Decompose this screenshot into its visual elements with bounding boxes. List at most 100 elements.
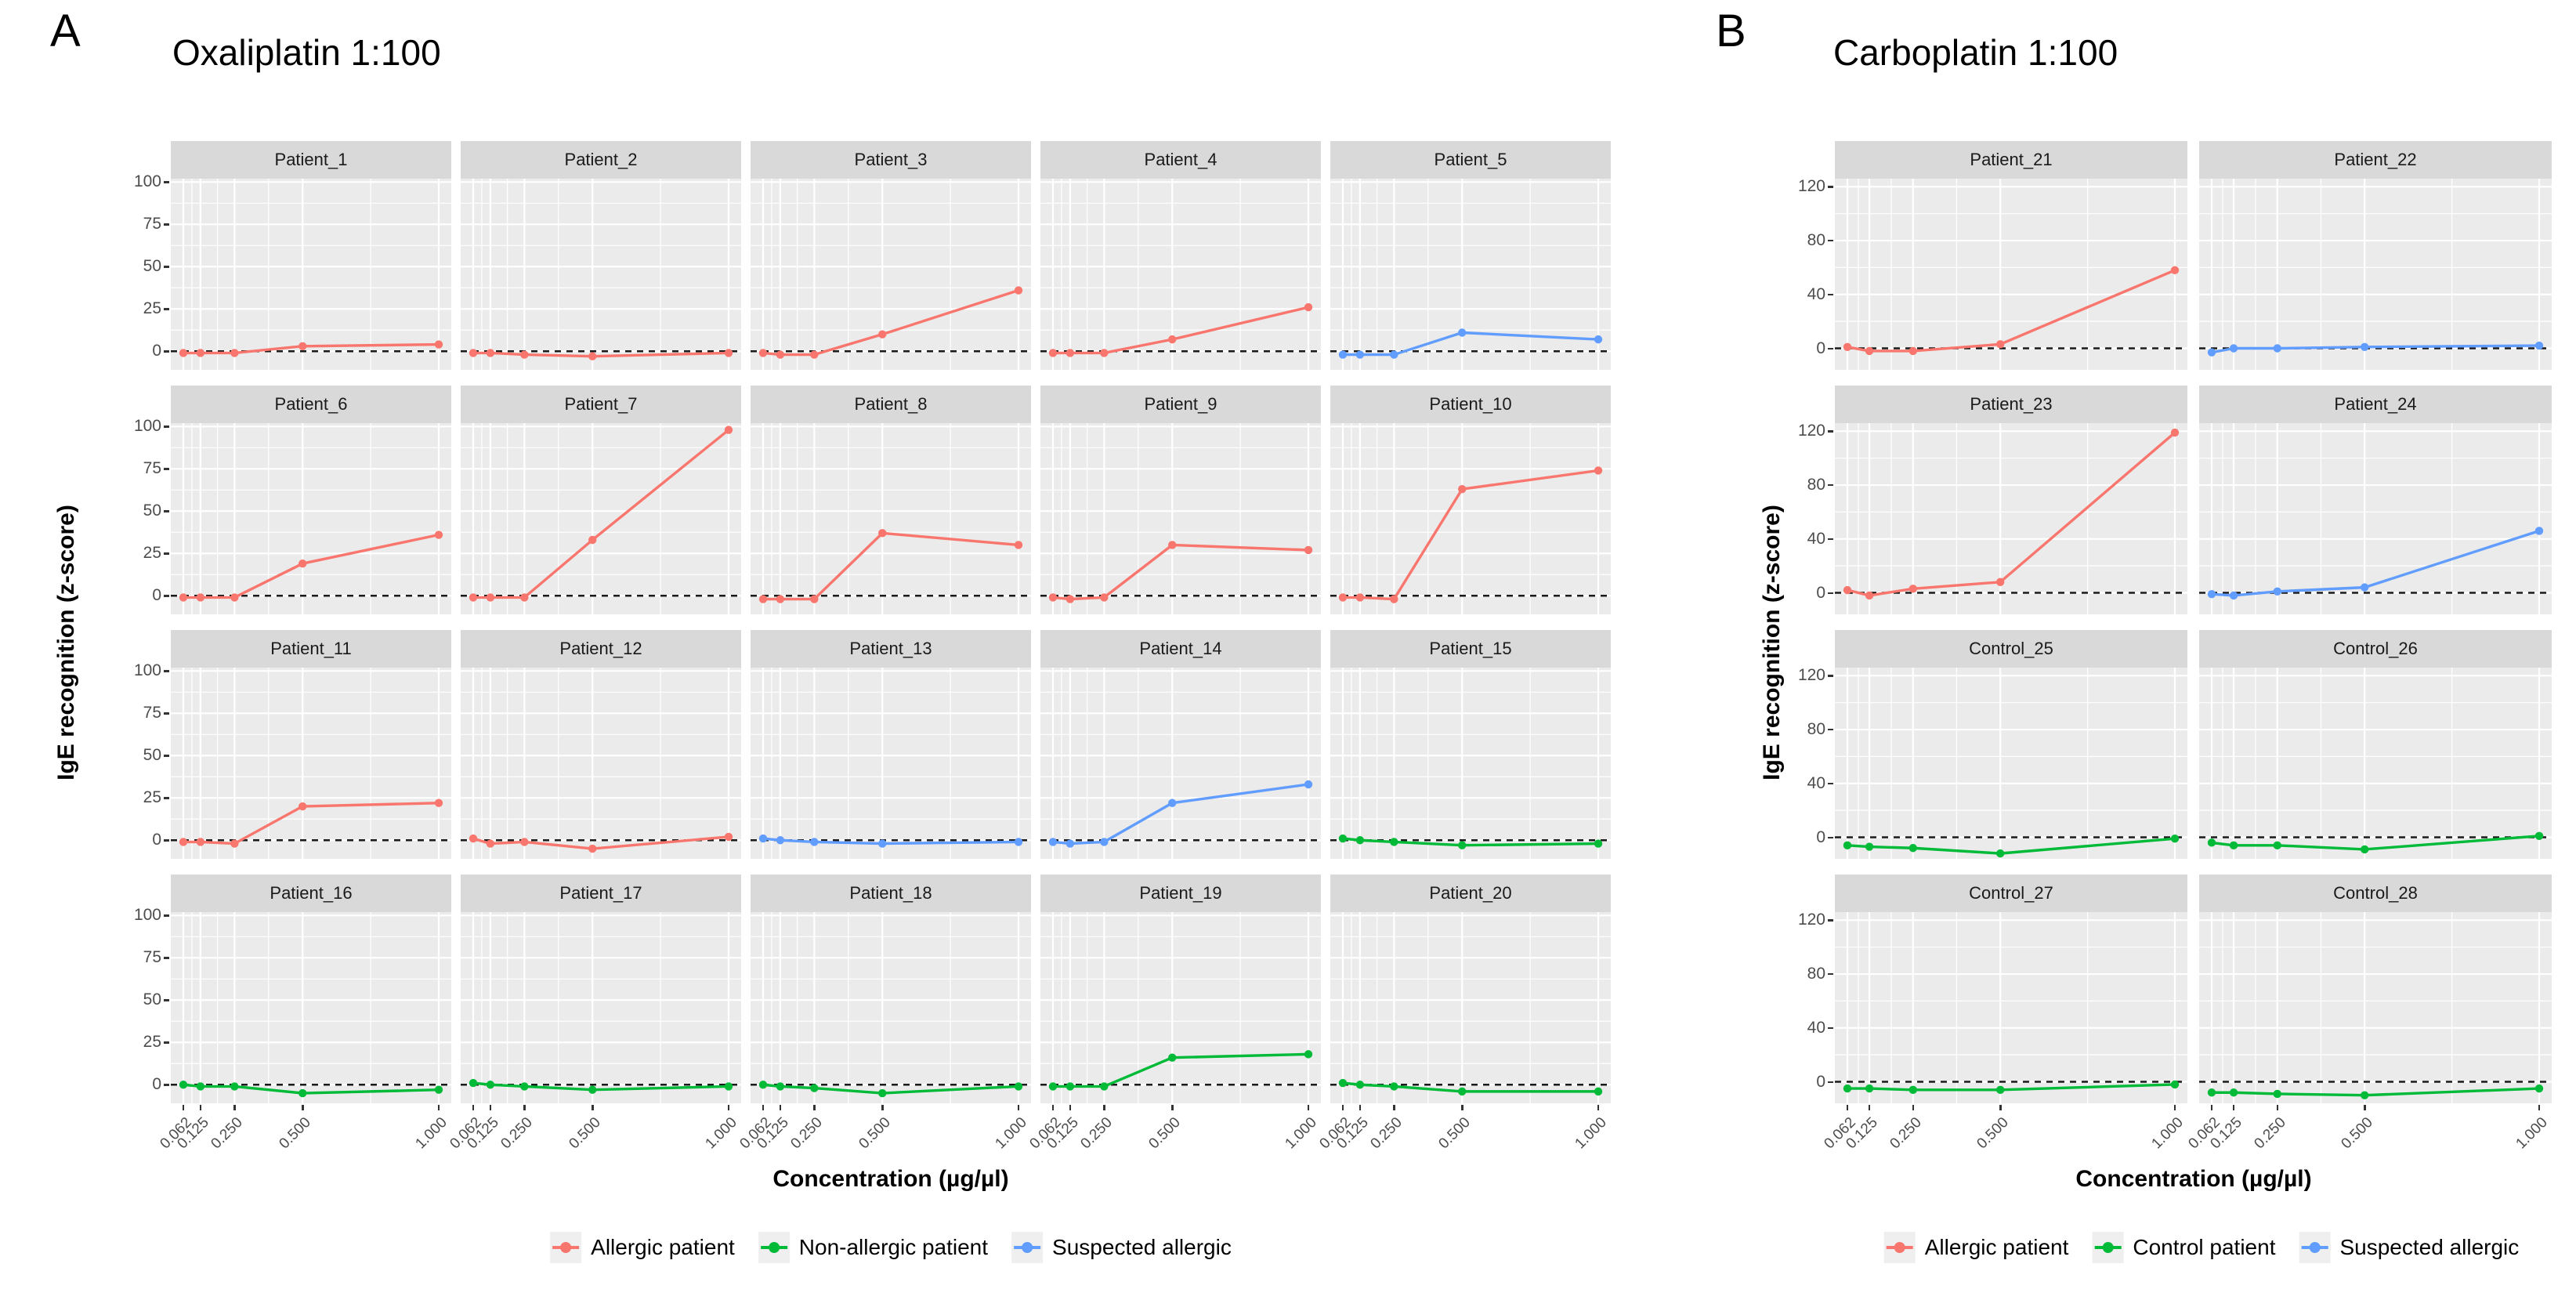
x-tick-mark <box>2276 1105 2279 1110</box>
facet-strip-label: Patient_17 <box>461 875 741 912</box>
facet-plot <box>751 668 1031 859</box>
legend-label: Allergic patient <box>591 1235 735 1259</box>
data-point <box>196 593 205 602</box>
facet: Patient_9 <box>1040 386 1321 614</box>
y-tick-mark <box>1828 919 1833 922</box>
y-tick-mark <box>1828 484 1833 487</box>
x-tick-mark <box>1103 1105 1105 1110</box>
x-tick-label: 0.500 <box>856 1114 895 1153</box>
y-tick-mark <box>164 425 169 428</box>
data-point <box>810 595 819 603</box>
y-tick-label: 0 <box>1816 1072 1825 1091</box>
facet-strip-label: Patient_6 <box>171 386 451 423</box>
legend-key-icon <box>1883 1232 1916 1263</box>
data-point <box>1014 1082 1023 1091</box>
x-tick-mark <box>1999 1105 2002 1110</box>
data-point <box>1843 342 1852 351</box>
x-tick-mark <box>1342 1105 1344 1110</box>
data-point <box>1458 841 1467 849</box>
data-point <box>776 1082 785 1091</box>
data-point <box>1338 350 1348 359</box>
y-tick-mark <box>164 1084 169 1086</box>
y-tick-mark <box>164 552 169 555</box>
y-tick-mark <box>1828 675 1833 677</box>
data-point <box>2170 428 2180 437</box>
data-point <box>2360 1091 2369 1099</box>
y-tick-mark <box>1828 1081 1833 1083</box>
legend-item: Allergic patient <box>1883 1232 2068 1263</box>
y-tick-mark <box>1828 347 1833 349</box>
facet: Patient_17 <box>461 875 741 1103</box>
data-point <box>1168 1053 1177 1062</box>
data-point <box>196 1082 205 1091</box>
y-tick-mark <box>1828 1027 1833 1030</box>
y-tick-label: 120 <box>1797 422 1825 440</box>
legend-item: Non-allergic patient <box>758 1232 988 1263</box>
legend-label: Suspected allergic <box>1052 1235 1232 1259</box>
x-tick-mark <box>1052 1105 1055 1110</box>
y-tick-mark <box>1828 729 1833 731</box>
y-tick-label: 0 <box>152 342 161 360</box>
data-point <box>810 1084 819 1092</box>
panel-b-letter: B <box>1716 5 1746 56</box>
data-point <box>1995 340 2005 349</box>
data-point <box>724 1082 733 1091</box>
facet-plot <box>1330 423 1611 614</box>
data-point <box>179 838 188 846</box>
x-tick-mark <box>1069 1105 1072 1110</box>
data-point <box>2170 1080 2180 1089</box>
data-point <box>588 1085 597 1094</box>
data-point <box>2207 348 2216 357</box>
facet-strip-label: Control_28 <box>2199 875 2552 912</box>
x-tick-mark <box>2174 1105 2176 1110</box>
data-point <box>520 838 529 846</box>
legend-key-icon <box>550 1232 582 1263</box>
y-tick-label: 75 <box>143 704 161 722</box>
facet-plot <box>1835 423 2187 614</box>
x-tick-mark <box>472 1105 475 1110</box>
facet: Patient_5 <box>1330 141 1611 370</box>
y-tick-mark <box>1828 592 1833 594</box>
legend-label: Suspected allergic <box>2339 1235 2520 1259</box>
data-point <box>776 836 785 845</box>
data-point <box>2229 841 2238 850</box>
facet-plot <box>1835 668 2187 859</box>
facet-plot <box>1835 912 2187 1103</box>
facet-strip-label: Patient_23 <box>1835 386 2187 423</box>
data-point <box>520 350 529 359</box>
data-point <box>1304 302 1313 312</box>
data-point <box>196 838 205 846</box>
facet: Patient_24 <box>2199 386 2552 614</box>
data-point <box>1304 545 1313 555</box>
y-tick-label: 80 <box>1807 231 1825 250</box>
x-tick-mark <box>2211 1105 2213 1110</box>
facet-strip-label: Control_26 <box>2199 630 2552 668</box>
facet-strip-label: Patient_19 <box>1040 875 1321 912</box>
data-point <box>878 839 887 848</box>
legend-key-dot <box>1022 1242 1033 1253</box>
data-point <box>486 593 495 602</box>
panel-a-legend: Allergic patient Non-allergic patient Susp… <box>550 1232 1232 1263</box>
x-tick-mark <box>1912 1105 1915 1110</box>
x-tick-mark <box>233 1105 236 1110</box>
data-point <box>230 349 239 357</box>
x-tick-mark <box>199 1105 202 1110</box>
legend-key-dot <box>2309 1242 2321 1253</box>
data-point <box>1865 842 1874 851</box>
y-tick-label: 120 <box>1797 666 1825 685</box>
data-point <box>179 349 188 357</box>
legend-key-dot <box>2102 1242 2114 1253</box>
facet: Patient_4 <box>1040 141 1321 370</box>
facet: Patient_15 <box>1330 630 1611 859</box>
data-point <box>878 529 887 538</box>
facet-strip-label: Patient_18 <box>751 875 1031 912</box>
data-point <box>1014 541 1023 549</box>
y-tick-mark <box>164 350 169 353</box>
data-point <box>1065 349 1075 357</box>
legend-key-icon <box>2092 1232 2124 1263</box>
data-point <box>1594 335 1603 344</box>
data-point <box>1865 1084 1874 1093</box>
facet: Control_27 <box>1835 875 2187 1103</box>
data-point <box>1100 838 1109 846</box>
y-tick-label: 50 <box>143 990 161 1009</box>
